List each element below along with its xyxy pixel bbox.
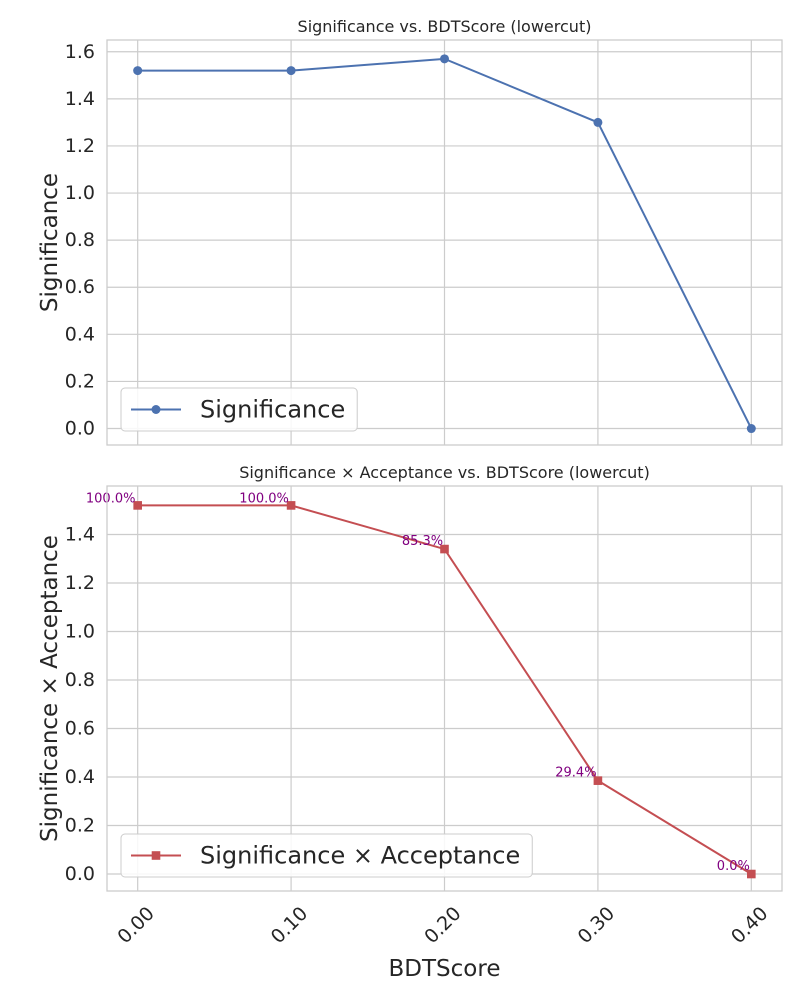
y-tick-label: 1.2 <box>65 572 95 594</box>
y-tick-label: 0.2 <box>65 370 95 392</box>
significance-y-axis-label: Significance <box>37 173 63 312</box>
y-tick-label: 1.0 <box>65 182 95 204</box>
y-tick-label: 1.4 <box>65 524 95 546</box>
y-tick-label: 0.2 <box>65 815 95 837</box>
data-point <box>133 66 143 76</box>
y-tick-label: 1.6 <box>65 41 95 63</box>
significance-legend: Significance <box>120 387 358 432</box>
data-label: 85.3% <box>402 534 443 549</box>
data-label: 0.0% <box>717 859 750 874</box>
legend-marker <box>151 851 161 860</box>
data-label: 29.4% <box>555 766 596 781</box>
y-tick-label: 0.6 <box>65 718 95 740</box>
data-point <box>593 776 603 785</box>
significance-acceptance-y-axis-label: Significance × Acceptance <box>37 535 63 842</box>
bdtscore-x-axis-label: BDTScore <box>389 956 501 982</box>
data-point <box>286 501 296 510</box>
data-point <box>747 869 756 879</box>
significance-acceptance-title: Significance × Acceptance vs. BDTScore (… <box>239 463 650 482</box>
x-tick-label: 0.10 <box>267 903 312 948</box>
x-tick-label: 0.00 <box>113 903 158 948</box>
x-tick-label: 0.40 <box>727 903 772 948</box>
significance-plot-frame <box>106 39 783 446</box>
legend-marker <box>151 405 161 414</box>
y-tick-label: 0.0 <box>65 418 95 440</box>
y-tick-label: 0.8 <box>65 229 95 251</box>
significance-legend-label: Significance <box>200 396 345 424</box>
data-point <box>133 501 142 510</box>
data-point <box>746 424 756 434</box>
significance-title: Significance vs. BDTScore (lowercut) <box>298 17 592 36</box>
x-tick-label: 0.20 <box>420 903 465 948</box>
data-label: 100.0% <box>86 491 136 506</box>
y-tick-label: 0.4 <box>65 323 95 345</box>
significance-acceptance-legend: Significance × Acceptance <box>120 833 533 878</box>
x-tick-label: 0.30 <box>574 903 619 948</box>
y-tick-label: 0.8 <box>65 669 95 691</box>
data-point <box>440 54 449 64</box>
y-tick-label: 0.4 <box>65 766 95 788</box>
data-label: 100.0% <box>239 491 289 506</box>
y-tick-label: 0.6 <box>65 276 95 298</box>
significance-acceptance-panel: 100.0% 100.0% 85.3% 29.4% 0.0% 0.00 0.10 0.20 0… <box>37 463 783 982</box>
data-point <box>286 66 296 76</box>
y-tick-label: 1.2 <box>65 135 95 157</box>
data-point <box>593 117 603 127</box>
y-tick-label: 1.0 <box>65 621 95 643</box>
y-tick-label: 0.0 <box>65 863 95 885</box>
significance-acceptance-plot-frame <box>106 485 783 892</box>
y-tick-label: 1.4 <box>65 88 95 110</box>
significance-panel: 0.0 0.2 0.4 0.6 0.8 1.0 1.2 1.4 1.6 Significance… <box>37 17 783 446</box>
significance-acceptance-legend-label: Significance × Acceptance <box>200 842 520 870</box>
data-point <box>440 544 449 554</box>
